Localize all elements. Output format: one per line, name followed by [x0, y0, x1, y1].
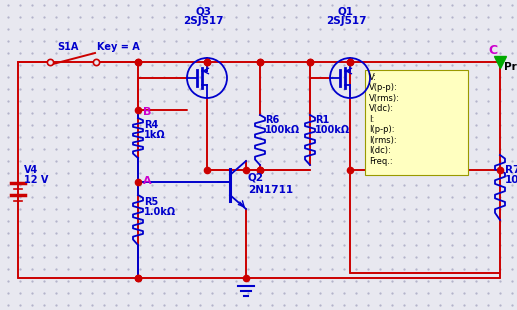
Text: V(p-p):: V(p-p): — [369, 83, 398, 92]
Text: B: B — [143, 107, 151, 117]
Text: 100kΩ: 100kΩ — [265, 125, 300, 135]
Text: Q2: Q2 — [248, 172, 264, 182]
Text: Q1: Q1 — [338, 6, 354, 16]
Text: R4: R4 — [144, 120, 158, 130]
Text: I(p-p):: I(p-p): — [369, 126, 394, 135]
Text: 2SJ517: 2SJ517 — [183, 16, 223, 26]
Text: A: A — [143, 176, 151, 186]
Text: 12 V: 12 V — [24, 175, 49, 185]
Text: I:: I: — [369, 115, 374, 124]
Text: Q3: Q3 — [195, 6, 211, 16]
Text: R6: R6 — [265, 115, 279, 125]
Text: 100kΩ: 100kΩ — [315, 125, 350, 135]
Text: 1.0kΩ: 1.0kΩ — [144, 207, 176, 217]
Text: V4: V4 — [24, 165, 38, 175]
Text: S1A: S1A — [57, 42, 79, 52]
Text: 2SJ517: 2SJ517 — [326, 16, 366, 26]
Text: Probe1: Probe1 — [504, 62, 517, 72]
Text: Key = A: Key = A — [97, 42, 140, 52]
Bar — [365, 70, 468, 175]
Text: 1kΩ: 1kΩ — [144, 130, 165, 140]
Text: 100Ω: 100Ω — [505, 175, 517, 185]
Text: I(dc):: I(dc): — [369, 147, 391, 156]
Text: V(rms):: V(rms): — [369, 94, 400, 103]
Text: V:: V: — [369, 73, 377, 82]
Text: I(rms):: I(rms): — [369, 136, 397, 145]
Text: V(dc):: V(dc): — [369, 104, 394, 113]
Text: C: C — [488, 44, 497, 57]
Text: R1: R1 — [315, 115, 329, 125]
Text: Freq.:: Freq.: — [369, 157, 392, 166]
Text: R5: R5 — [144, 197, 158, 207]
Text: R7: R7 — [505, 165, 517, 175]
Text: 2N1711: 2N1711 — [248, 185, 293, 195]
